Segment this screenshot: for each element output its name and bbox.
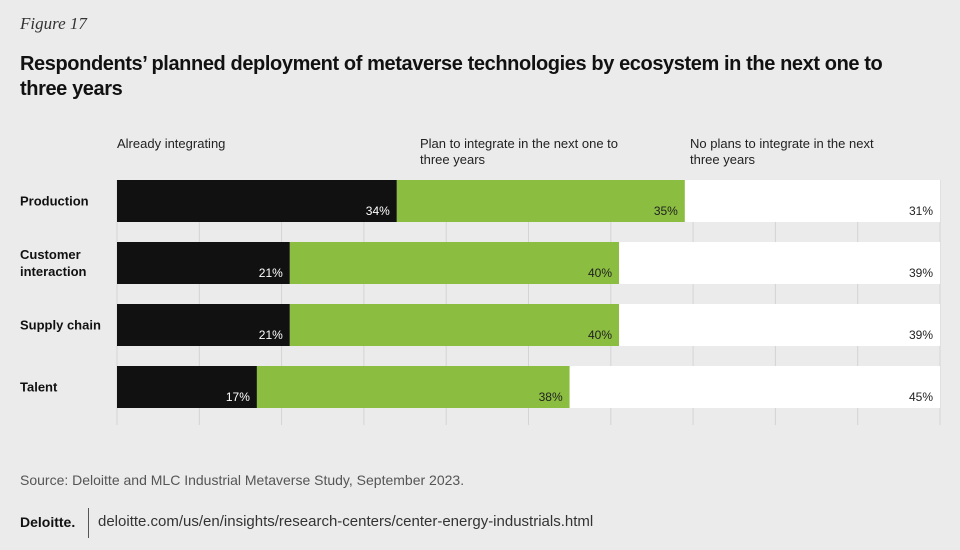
value-label: 21% [259,328,283,342]
separator [88,508,89,538]
value-label: 39% [909,266,933,280]
legend-label: Already integrating [117,136,226,151]
bar-segment [256,366,570,408]
value-label: 34% [366,204,390,218]
bar-segment [289,242,620,284]
value-label: 45% [909,390,933,404]
category-label: Customer interaction [20,247,87,279]
bar-segment [619,242,940,284]
bar-segment [396,180,685,222]
figure-label: Figure 17 [20,14,87,33]
bar-segment [619,304,940,346]
chart: 34% 35% 31% 21% 40% 39% 21% 40% 39% 17% 38% 45% [116,180,941,425]
category-label: Talent [20,379,58,395]
value-label: 39% [909,328,933,342]
bar-segment [684,180,940,222]
bar-segment [117,180,397,222]
category-label: Production [20,193,89,209]
brand: Deloitte. [20,514,76,530]
bar-segment [117,242,290,284]
value-label: 35% [654,204,678,218]
source: Source: Deloitte and MLC Industrial Meta… [20,472,465,488]
chart-title: Respondents’ planned deployment of metav… [20,53,883,100]
value-label: 21% [259,266,283,280]
legend-label: No plans to integrate in the next three … [690,136,874,167]
bar-segment [569,366,940,408]
bar-segment [117,304,290,346]
bar-segment [117,366,257,408]
value-label: 40% [588,266,612,280]
legend-label: Plan to integrate in the next one to thr… [420,136,619,167]
category-label: Supply chain [20,317,101,333]
url: deloitte.com/us/en/insights/research-cen… [98,513,594,530]
value-label: 17% [226,390,250,404]
value-label: 31% [909,204,933,218]
value-label: 38% [539,390,563,404]
bar-segment [289,304,620,346]
value-label: 40% [588,328,612,342]
